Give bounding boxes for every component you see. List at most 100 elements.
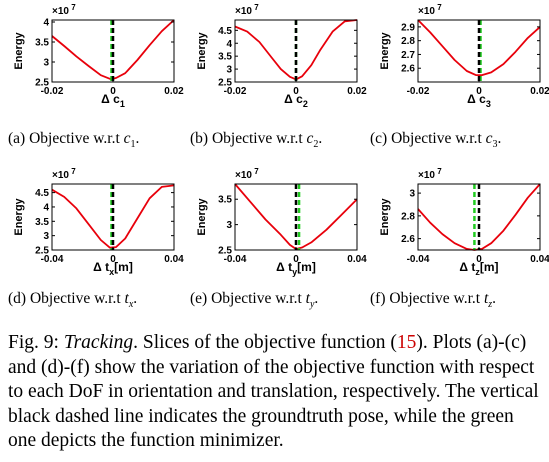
y-tick-label: 2.6 xyxy=(401,234,415,245)
x-tick-label: 0 xyxy=(476,86,482,97)
y-tick-label: 2.5 xyxy=(35,246,49,257)
figure-title: Tracking xyxy=(63,332,134,353)
y-tick-label: 2.7 xyxy=(401,50,415,61)
axis-exponent: ×10 7 xyxy=(418,3,442,17)
y-axis-label: Energy xyxy=(196,31,208,69)
y-axis-label: Energy xyxy=(13,31,25,69)
y-axis-label: Energy xyxy=(196,197,208,235)
x-tick-label: 0.02 xyxy=(347,86,367,97)
subcaption-c-panel: (c) xyxy=(370,130,388,147)
subcaption-b: (b) Objective w.r.t c2. xyxy=(190,130,323,151)
subcaption-a: (a) Objective w.r.t c1. xyxy=(8,130,140,151)
subcaption-d-var: t xyxy=(124,290,129,307)
x-tick-label: 0.04 xyxy=(164,254,184,265)
y-axis-label: Energy xyxy=(379,197,391,235)
figure-caption-text-1: . Slices of the objective function ( xyxy=(133,332,397,353)
subcaption-e: (e) Objective w.r.t ty. xyxy=(190,290,319,311)
x-axis-label: Δ c3 xyxy=(467,92,491,109)
x-tick-label: 0 xyxy=(110,254,116,265)
y-tick-label: 2.5 xyxy=(218,78,232,89)
x-tick-label: 0.04 xyxy=(530,254,549,265)
subcaption-e-text: Objective w.r.t xyxy=(211,290,302,307)
subcaption-f-var: t xyxy=(483,290,489,307)
y-tick-label: 2.5 xyxy=(35,78,49,89)
y-tick-label: 2.9 xyxy=(401,22,415,33)
subcaption-a-text: Objective w.r.t xyxy=(29,130,120,147)
y-tick-label: 2.8 xyxy=(401,36,415,47)
y-axis-label: Energy xyxy=(379,31,391,69)
x-tick-label: -0.04 xyxy=(41,254,64,265)
subcaption-a-panel: (a) xyxy=(8,130,26,147)
x-tick-label: 0.02 xyxy=(530,86,549,97)
x-tick-label: -0.02 xyxy=(41,86,64,97)
plot-panel-d: -0.04 0 0.04 2.5 3 3.5 4 4.5 ×10 7 Energy Δ tx[m] xyxy=(0,164,184,291)
plot-panel-f: -0.04 0 0.04 2.6 2.8 3 ×10 7 Energy Δ tz[m] xyxy=(366,164,549,291)
x-axis-label: Δ c2 xyxy=(284,92,308,109)
subcaption-a-var: c xyxy=(123,130,131,147)
y-tick-label: 2.5 xyxy=(218,246,232,257)
plot-panel-a: -0.02 0 0.02 2.5 3 3.5 4 ×10 7 Energy Δ c1 xyxy=(0,0,184,121)
x-tick-label: 0 xyxy=(110,86,116,97)
x-tick-label: 0 xyxy=(293,86,299,97)
y-tick-label: 4 xyxy=(226,39,232,50)
subcaption-f-text: Objective w.r.t xyxy=(389,290,481,307)
axis-exponent: ×10 7 xyxy=(235,3,259,17)
figure-label: Fig. 9: xyxy=(8,332,59,353)
axis-exponent: ×10 7 xyxy=(52,167,76,181)
x-axis-label: Δ tx[m] xyxy=(93,260,133,277)
x-axis-label: Δ c1 xyxy=(101,92,125,109)
x-tick-label: -0.02 xyxy=(407,86,430,97)
subcaption-b-panel: (b) xyxy=(190,130,209,147)
subcaption-d-sub: x xyxy=(128,299,134,311)
axis-exponent: ×10 7 xyxy=(235,167,259,181)
y-tick-label: 3 xyxy=(43,58,49,69)
subcaption-d-panel: (d) xyxy=(8,290,27,307)
y-tick-label: 4 xyxy=(43,18,49,29)
y-tick-label: 3 xyxy=(409,189,415,200)
y-tick-label: 3 xyxy=(226,65,232,76)
y-tick-label: 3.5 xyxy=(35,38,49,49)
subcaption-b-text: Objective w.r.t xyxy=(211,130,303,147)
x-axis-label: Δ tz[m] xyxy=(459,260,498,277)
y-tick-label: 2.8 xyxy=(401,211,415,222)
axis-exponent: ×10 7 xyxy=(52,3,76,17)
y-tick-label: 3 xyxy=(226,220,232,231)
subcaption-f: (f) Objective w.r.t tz. xyxy=(370,290,497,311)
x-tick-label: -0.04 xyxy=(407,254,430,265)
x-tick-label: -0.04 xyxy=(224,254,247,265)
subcaption-d-text: Objective w.r.t xyxy=(29,290,121,307)
subcaption-f-sub: z xyxy=(488,299,493,311)
energy-curve xyxy=(417,19,541,76)
x-axis-label: Δ ty[m] xyxy=(276,260,316,277)
subcaption-b-sub: 2 xyxy=(313,139,319,151)
subcaption-b-var: c xyxy=(306,130,314,147)
plot-panel-b: -0.02 0 0.02 2.5 3 3.5 4 4.5 ×10 7 Energy Δ c2 xyxy=(183,0,367,121)
plot-panel-e: -0.04 0 0.04 2.5 3 3.5 ×10 7 Energy Δ ty[m] xyxy=(183,164,367,291)
subcaption-c-sub: 3 xyxy=(492,139,498,151)
subcaption-c-var: c xyxy=(485,130,493,147)
y-tick-label: 4.5 xyxy=(35,188,49,199)
subcaption-c: (c) Objective w.r.t c3. xyxy=(370,130,502,151)
plot-panel-c: -0.02 0 0.02 2.6 2.7 2.8 2.9 ×10 7 Energy Δ c3 xyxy=(366,0,549,121)
y-tick-label: 4 xyxy=(43,202,49,213)
subcaption-a-sub: 1 xyxy=(130,139,136,151)
figure-caption-text-2: ). Plots (a)-(c) and (d)-(f) show the va… xyxy=(8,332,539,451)
x-tick-label: 0 xyxy=(293,254,299,265)
y-axis-label: Energy xyxy=(13,197,25,235)
subcaption-c-text: Objective w.r.t xyxy=(391,130,482,147)
axis-exponent: ×10 7 xyxy=(418,167,442,181)
subcaption-e-panel: (e) xyxy=(190,290,208,307)
y-tick-label: 2.6 xyxy=(401,64,415,75)
subcaption-d: (d) Objective w.r.t tx. xyxy=(8,290,138,311)
x-tick-label: -0.02 xyxy=(224,86,247,97)
subcaption-e-sub: y xyxy=(309,299,315,311)
equation-reference-link[interactable]: 15 xyxy=(396,332,417,353)
subcaption-f-panel: (f) xyxy=(370,290,386,307)
x-tick-label: 0 xyxy=(476,254,482,265)
x-tick-label: 0.02 xyxy=(164,86,184,97)
y-tick-label: 3.5 xyxy=(218,52,232,63)
y-tick-label: 4.5 xyxy=(218,26,232,37)
subcaption-e-var: t xyxy=(305,290,310,307)
y-tick-label: 3 xyxy=(43,231,49,242)
y-tick-label: 3.5 xyxy=(218,195,232,206)
